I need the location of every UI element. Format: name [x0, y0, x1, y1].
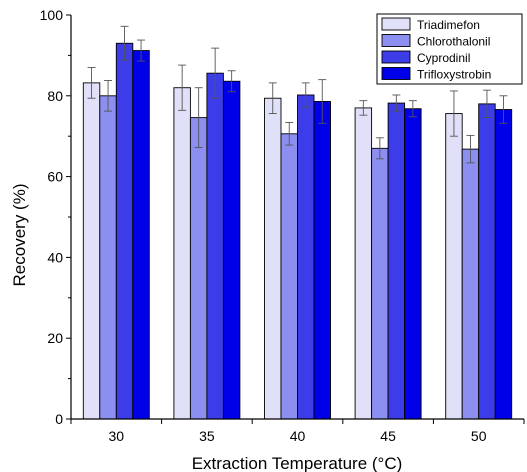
legend-label: Triadimefon [417, 18, 480, 32]
legend: Triadimefon Chlorothalonil Cyprodinil Trifl… [376, 13, 523, 85]
x-tick-label: 50 [471, 428, 487, 444]
y-tick-label: 60 [47, 169, 63, 185]
bar [387, 102, 406, 420]
bar [264, 97, 282, 420]
x-tick-label: 40 [290, 428, 306, 444]
x-tick-label: 35 [199, 428, 215, 444]
error-bar [375, 137, 384, 160]
legend-label: Chlorothalonil [417, 35, 490, 49]
x-tick-label: 45 [380, 428, 396, 444]
y-tick-label: 80 [47, 88, 63, 104]
error-bar [301, 82, 310, 108]
x-tick-label: 30 [109, 428, 125, 444]
bar [173, 87, 191, 420]
legend-label: Cyprodinil [417, 51, 470, 65]
error-bar [104, 79, 113, 112]
legend-swatch [381, 34, 411, 47]
x-axis-label: Extraction Temperature (°C) [192, 454, 403, 472]
error-bar [268, 82, 277, 115]
bar [297, 94, 315, 420]
error-bar [285, 122, 294, 146]
error-bar [482, 89, 491, 119]
error-bar [392, 94, 401, 112]
bar [222, 80, 241, 420]
y-axis-label: Recovery (%) [10, 184, 29, 287]
error-bar [178, 64, 187, 111]
bar [132, 50, 150, 420]
bar [494, 109, 513, 420]
legend-swatch [381, 67, 411, 80]
legend-swatch [381, 17, 411, 31]
axes: 0 20 40 60 80 100 30 35 40 45 50 [40, 7, 525, 444]
error-bar [120, 25, 129, 61]
legend-label: Trifloxystrobin [417, 68, 491, 82]
bar [371, 147, 389, 420]
bar [445, 113, 463, 420]
error-bar [318, 79, 327, 124]
bar [82, 82, 101, 420]
error-bar [87, 67, 96, 99]
bar [478, 103, 496, 420]
error-bar [137, 39, 146, 62]
plot-area [82, 25, 513, 420]
bar [115, 42, 134, 420]
error-bar [227, 70, 236, 93]
bar [189, 117, 208, 420]
y-tick-label: 100 [40, 7, 64, 23]
error-bar [408, 100, 417, 118]
error-bar [449, 90, 458, 137]
y-tick-label: 0 [55, 411, 63, 427]
bar [461, 148, 480, 420]
bar [313, 101, 331, 420]
legend-swatch [381, 50, 411, 64]
bar [354, 107, 373, 420]
error-bar [499, 95, 508, 124]
y-tick-label: 20 [47, 330, 63, 346]
error-bar [194, 87, 203, 148]
y-tick-label: 40 [47, 249, 63, 265]
bar [404, 108, 422, 420]
bar [280, 133, 298, 420]
error-bar [466, 134, 475, 164]
bar [206, 72, 224, 420]
bar [99, 95, 117, 420]
error-bar [359, 100, 368, 116]
error-bar [211, 47, 220, 99]
